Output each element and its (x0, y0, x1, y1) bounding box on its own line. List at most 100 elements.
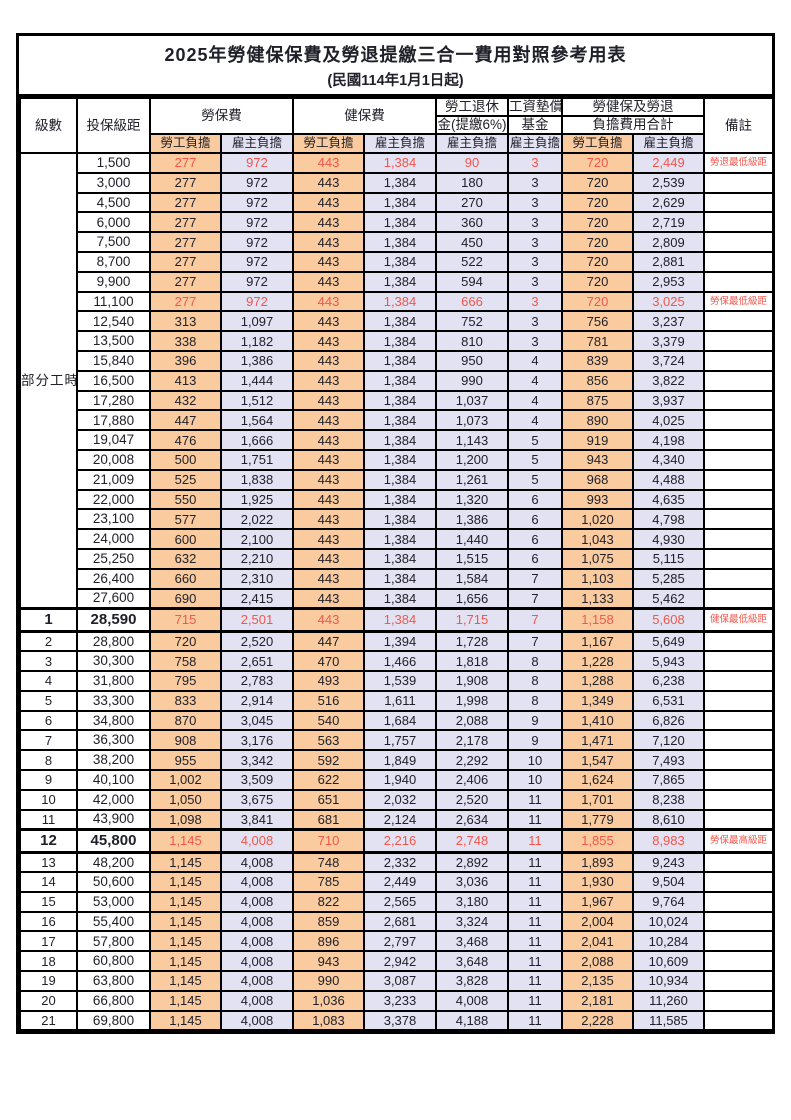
value-cell: 1,384 (363, 349, 437, 372)
subheader-health-worker: 勞工負擔 (292, 133, 365, 154)
value-cell: 622 (292, 768, 365, 791)
value-cell: 1,444 (220, 369, 294, 392)
value-cell: 1,075 (561, 547, 634, 570)
value-cell: 3 (507, 250, 563, 273)
value-cell: 1,410 (561, 709, 634, 732)
bracket-cell: 36,300 (76, 729, 151, 752)
level-cell: 13 (19, 851, 78, 874)
value-cell: 2,100 (220, 528, 294, 550)
value-cell: 1,684 (363, 709, 437, 732)
value-cell: 11 (507, 788, 563, 811)
value-cell: 1,384 (363, 448, 437, 471)
bracket-cell: 31,800 (76, 669, 151, 692)
col-header-wage-fund-line2: 基金 (507, 115, 563, 135)
remark-cell (703, 970, 774, 992)
table-row: 11 43,900 1,098 3,841 681 2,124 2,634 11 1,779 8,… (19, 808, 774, 831)
value-cell: 443 (292, 429, 365, 451)
value-cell: 7 (507, 606, 563, 633)
value-cell: 443 (292, 528, 365, 550)
value-cell: 1,564 (220, 409, 294, 432)
value-cell: 7 (507, 567, 563, 590)
value-cell: 443 (292, 250, 365, 273)
value-cell: 785 (292, 871, 365, 893)
value-cell: 11 (507, 989, 563, 1012)
level-cell: 14 (19, 871, 78, 893)
value-cell: 443 (292, 508, 365, 531)
remark-cell (703, 250, 774, 273)
value-cell: 1,384 (363, 429, 437, 451)
value-cell: 6 (507, 528, 563, 550)
remark-cell (703, 788, 774, 811)
value-cell: 447 (292, 630, 365, 653)
level-cell: 3 (19, 650, 78, 672)
value-cell: 950 (435, 349, 509, 372)
value-cell: 443 (292, 211, 365, 234)
subheader-labor-employer: 雇主負擔 (220, 133, 294, 154)
value-cell: 4,198 (632, 429, 705, 451)
value-cell: 2,228 (561, 1009, 634, 1032)
value-cell: 1,228 (561, 650, 634, 672)
bracket-cell: 45,800 (76, 827, 151, 854)
bracket-cell: 69,800 (76, 1009, 151, 1032)
value-cell: 476 (149, 429, 222, 451)
value-cell: 1,020 (561, 508, 634, 531)
value-cell: 1,145 (149, 970, 222, 992)
value-cell: 443 (292, 448, 365, 471)
remark-cell (703, 310, 774, 333)
value-cell: 1,182 (220, 330, 294, 352)
value-cell: 756 (561, 310, 634, 333)
value-cell: 1,666 (220, 429, 294, 451)
value-cell: 470 (292, 650, 365, 672)
value-cell: 6 (507, 488, 563, 511)
value-cell: 1,624 (561, 768, 634, 791)
value-cell: 592 (292, 749, 365, 771)
value-cell: 1,384 (363, 369, 437, 392)
table-row: 26,400 660 2,310 443 1,384 1,584 7 1,103 5,285 (20, 567, 774, 590)
value-cell: 972 (220, 290, 294, 313)
value-cell: 432 (149, 389, 222, 412)
table-row: 6,000 277 972 443 1,384 360 3 720 2,719 (20, 211, 774, 234)
value-cell: 2,124 (363, 808, 437, 831)
value-cell: 710 (292, 827, 365, 854)
table-row: 13 48,200 1,145 4,008 748 2,332 2,892 11 1,893 9,… (19, 851, 774, 874)
table-row: 11,100 277 972 443 1,384 666 3 720 3,025 勞保最低級距 (20, 290, 774, 313)
bracket-cell: 3,000 (76, 171, 151, 194)
value-cell: 720 (561, 152, 634, 174)
value-cell: 1,584 (435, 567, 509, 590)
level-cell: 17 (19, 930, 78, 953)
value-cell: 3,087 (363, 970, 437, 992)
remark-cell (703, 749, 774, 771)
value-cell: 594 (435, 270, 509, 293)
col-header-bracket: 投保級距 (76, 97, 151, 154)
value-cell: 2,634 (435, 808, 509, 831)
table-row: 14 50,600 1,145 4,008 785 2,449 3,036 11 1,930 9,… (19, 871, 774, 893)
value-cell: 4,008 (220, 1009, 294, 1032)
value-cell: 500 (149, 448, 222, 471)
value-cell: 955 (149, 749, 222, 771)
col-header-remark: 備註 (703, 97, 774, 154)
value-cell: 651 (292, 788, 365, 811)
value-cell: 5,943 (632, 650, 705, 672)
value-cell: 4,008 (220, 910, 294, 933)
value-cell: 2,041 (561, 930, 634, 953)
value-cell: 3,828 (435, 970, 509, 992)
value-cell: 875 (561, 389, 634, 412)
value-cell: 4,188 (435, 1009, 509, 1032)
bracket-cell: 9,900 (76, 270, 151, 293)
remark-cell (703, 950, 774, 973)
value-cell: 1,384 (363, 547, 437, 570)
bracket-cell: 16,500 (76, 369, 151, 392)
remark-cell (703, 567, 774, 590)
value-cell: 2,181 (561, 989, 634, 1012)
value-cell: 943 (292, 950, 365, 973)
value-cell: 1,925 (220, 488, 294, 511)
value-cell: 8,610 (632, 808, 705, 831)
value-cell: 1,050 (149, 788, 222, 811)
value-cell: 5 (507, 468, 563, 491)
remark-cell (703, 851, 774, 874)
value-cell: 277 (149, 152, 222, 174)
bracket-cell: 38,200 (76, 749, 151, 771)
table-row: 15,840 396 1,386 443 1,384 950 4 839 3,724 (20, 349, 774, 372)
value-cell: 720 (561, 171, 634, 194)
value-cell: 1,384 (363, 290, 437, 313)
